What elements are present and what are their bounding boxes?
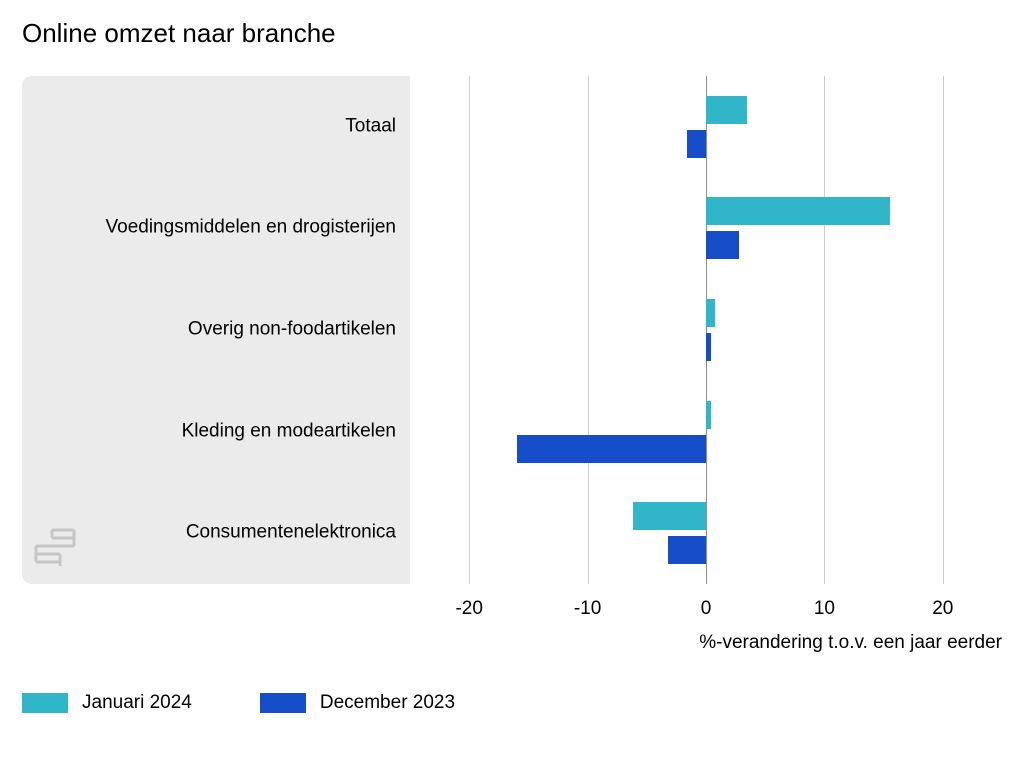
bar-jan — [706, 401, 711, 429]
x-tick-label: 20 — [932, 598, 953, 620]
bar-jan — [633, 502, 706, 530]
legend-label: December 2023 — [320, 692, 455, 714]
legend: Januari 2024 December 2023 — [22, 692, 455, 714]
gridline — [943, 76, 944, 584]
legend-swatch-dec — [260, 693, 306, 713]
chart-plot: Totaal Voedingsmiddelen en drogisterijen… — [22, 76, 1002, 584]
category-label: Kleding en modeartikelen — [26, 421, 396, 442]
bar-jan — [706, 299, 715, 327]
bar-jan — [706, 96, 747, 124]
chart-area — [410, 76, 1002, 584]
legend-swatch-jan — [22, 693, 68, 713]
x-tick-label: 10 — [814, 598, 835, 620]
gridline — [824, 76, 825, 584]
category-label: Overig non-foodartikelen — [26, 320, 396, 341]
category-label: Voedingsmiddelen en drogisterijen — [26, 218, 396, 239]
category-label: Consumentenelektronica — [26, 523, 396, 544]
bar-dec — [706, 333, 711, 361]
bar-jan — [706, 197, 890, 225]
gridline-zero — [706, 76, 707, 584]
gridline — [588, 76, 589, 584]
x-tick-label: 0 — [701, 598, 712, 620]
bar-dec — [668, 536, 706, 564]
bar-dec — [687, 130, 706, 158]
x-axis-title: %-verandering t.o.v. een jaar eerder — [410, 632, 1002, 654]
category-label: Totaal — [26, 116, 396, 137]
gridline — [469, 76, 470, 584]
chart-title: Online omzet naar branche — [22, 18, 336, 49]
x-tick-label: -10 — [574, 598, 601, 620]
bar-dec — [517, 435, 706, 463]
legend-label: Januari 2024 — [82, 692, 192, 714]
bar-dec — [706, 231, 739, 259]
x-tick-label: -20 — [455, 598, 482, 620]
